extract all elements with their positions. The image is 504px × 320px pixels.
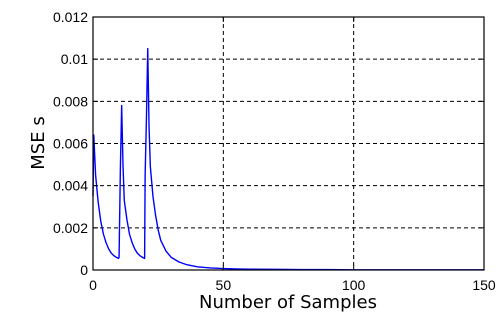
y-tick-label: 0 bbox=[80, 262, 88, 278]
y-axis-title: MSE s bbox=[28, 116, 49, 169]
y-tick-labels: 0 0.002 0.004 0.006 0.008 0.01 0.012 bbox=[53, 9, 88, 278]
x-tick-label: 0 bbox=[89, 277, 97, 293]
x-tick-label: 150 bbox=[472, 277, 496, 293]
grid-lines bbox=[93, 17, 484, 270]
y-tick-label: 0.006 bbox=[53, 136, 88, 152]
series-layer bbox=[92, 47, 484, 271]
y-tick-label: 0.01 bbox=[61, 51, 88, 67]
x-tick-label: 100 bbox=[342, 277, 366, 293]
y-tick-label: 0.012 bbox=[53, 9, 88, 25]
mse-series-line bbox=[92, 47, 484, 271]
y-tick-label: 0.008 bbox=[53, 93, 88, 109]
axis-ticks bbox=[92, 16, 485, 271]
y-tick-label: 0.002 bbox=[53, 220, 88, 236]
x-tick-label: 50 bbox=[216, 277, 232, 293]
x-axis-title: Number of Samples bbox=[199, 292, 377, 313]
x-tick-labels: 0 50 100 150 bbox=[89, 277, 496, 293]
y-tick-label: 0.004 bbox=[53, 178, 88, 194]
